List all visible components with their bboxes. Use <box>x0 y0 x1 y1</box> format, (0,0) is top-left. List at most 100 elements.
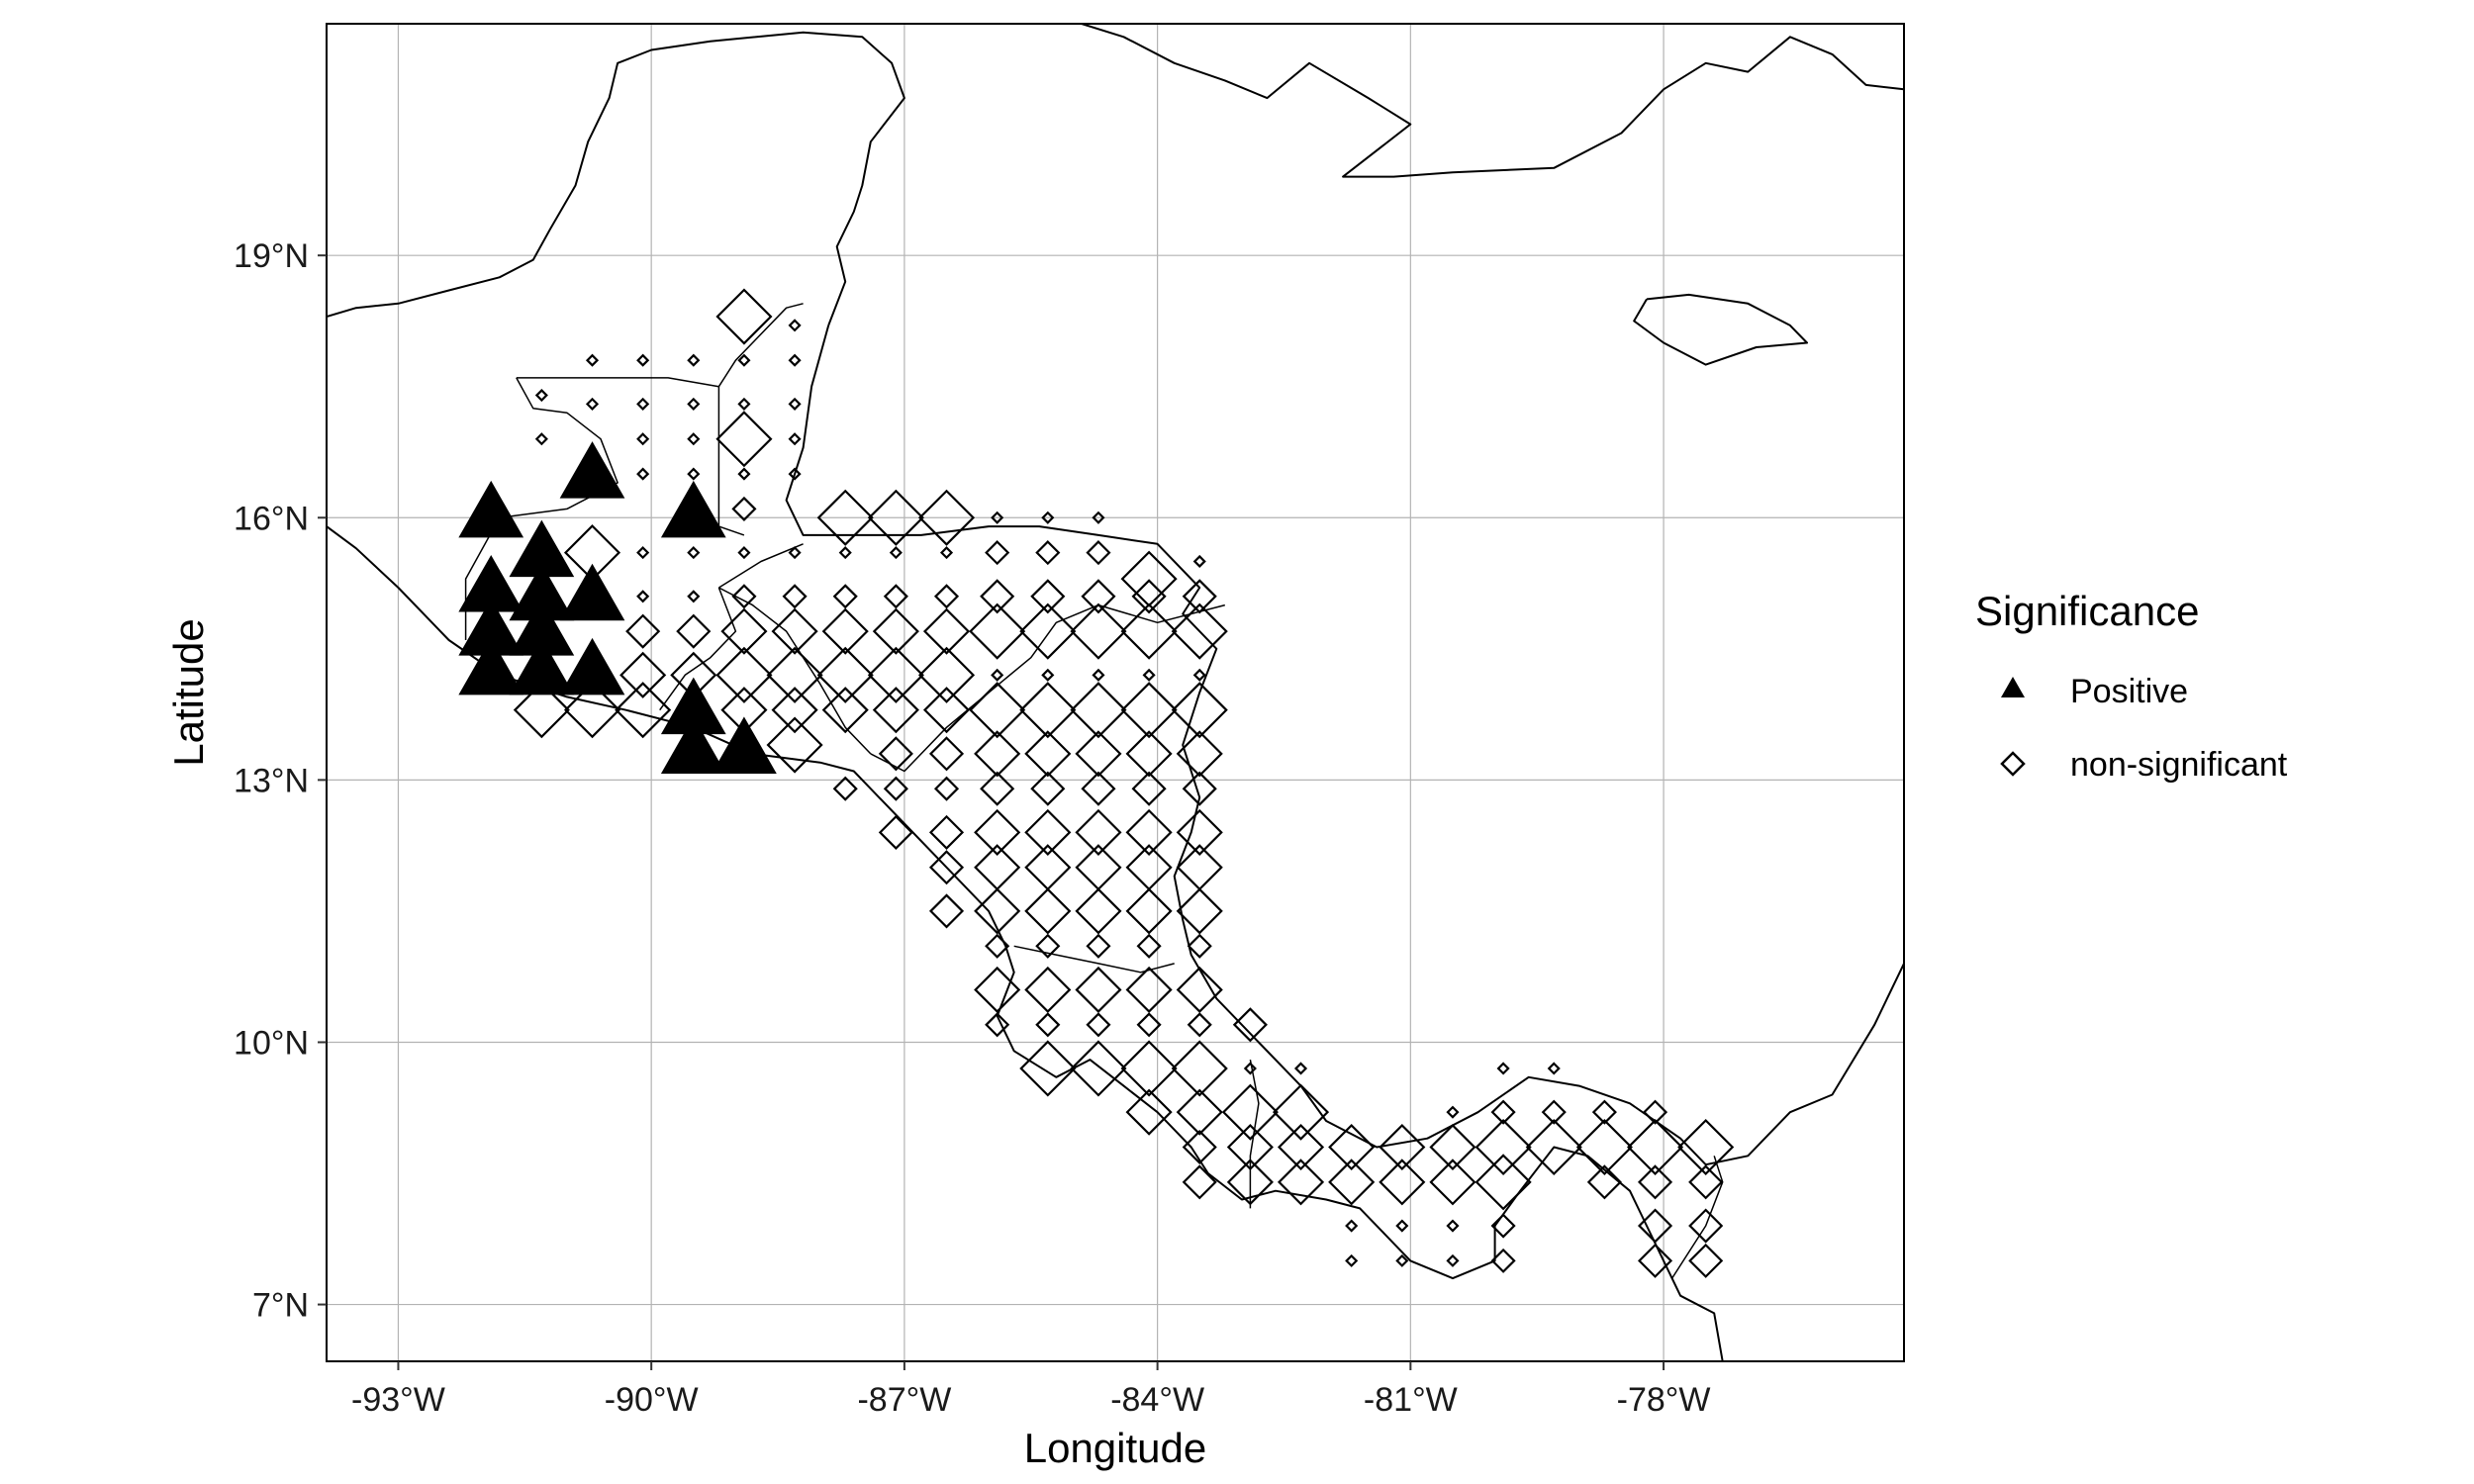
non-significant-point <box>1070 603 1127 660</box>
non-significant-point <box>832 776 858 801</box>
non-significant-point <box>636 546 650 560</box>
non-significant-point <box>1272 1083 1330 1141</box>
non-significant-point <box>1575 1118 1633 1176</box>
non-significant-point <box>1176 730 1223 778</box>
non-significant-point <box>615 682 672 739</box>
coastline <box>785 325 1904 1166</box>
data-markers <box>458 288 1735 1278</box>
non-significant-point <box>1136 933 1162 959</box>
non-significant-point <box>737 397 751 411</box>
coastline <box>327 31 905 326</box>
non-significant-point <box>782 584 808 609</box>
legend-diamond-icon <box>2000 751 2026 777</box>
non-significant-point <box>687 432 701 446</box>
non-significant-point <box>513 682 570 739</box>
positive-point <box>458 480 524 538</box>
non-significant-point <box>1086 540 1111 566</box>
non-significant-point <box>1131 771 1167 806</box>
non-significant-point <box>715 288 773 345</box>
x-tick-label: -81°W <box>1364 1381 1458 1419</box>
non-significant-point <box>969 603 1026 660</box>
non-significant-point <box>1075 730 1122 778</box>
non-significant-point <box>1019 682 1077 739</box>
non-significant-point <box>1176 1088 1223 1136</box>
non-significant-point <box>1642 1099 1668 1125</box>
non-significant-point <box>1677 1118 1735 1176</box>
positive-point <box>559 441 625 499</box>
non-significant-point <box>715 411 773 468</box>
x-axis-title: Longitude <box>1024 1425 1207 1471</box>
non-significant-point <box>1081 579 1116 614</box>
non-significant-point <box>1541 1099 1567 1125</box>
positive-point <box>458 637 524 696</box>
non-significant-point <box>687 353 701 367</box>
non-significant-point <box>889 546 903 560</box>
non-significant-point <box>922 607 971 655</box>
non-significant-point <box>1490 1248 1516 1273</box>
y-axis-title: Latitude <box>165 618 212 766</box>
non-significant-point <box>991 668 1004 682</box>
non-significant-point <box>720 607 768 655</box>
non-significant-point <box>1075 808 1122 856</box>
non-significant-point <box>1221 1083 1279 1141</box>
y-tick-label: 19°N <box>234 237 309 275</box>
non-significant-point <box>1637 1243 1673 1278</box>
non-significant-point <box>1591 1099 1617 1125</box>
non-significant-point <box>985 933 1010 959</box>
non-significant-point <box>1136 1012 1162 1038</box>
non-significant-point <box>788 432 802 446</box>
non-significant-point <box>788 319 802 332</box>
non-significant-point <box>585 397 600 411</box>
non-significant-point <box>687 546 701 560</box>
non-significant-point <box>1041 510 1055 524</box>
non-significant-point <box>878 814 913 850</box>
non-significant-point <box>636 590 650 603</box>
non-significant-point <box>1446 1105 1460 1119</box>
non-significant-point <box>731 584 757 609</box>
positive-point <box>712 716 777 774</box>
non-significant-point <box>1395 1219 1409 1233</box>
non-significant-point <box>676 613 712 649</box>
non-significant-point <box>1490 1213 1516 1239</box>
non-significant-point <box>883 584 908 609</box>
non-significant-point <box>1328 1159 1376 1206</box>
non-significant-point <box>1637 1208 1673 1244</box>
non-significant-point <box>928 814 965 850</box>
non-significant-point <box>687 590 701 603</box>
non-significant-point <box>922 687 971 734</box>
non-significant-point <box>974 808 1021 856</box>
non-significant-point <box>872 607 919 655</box>
non-significant-point <box>933 776 960 801</box>
non-significant-point <box>1496 1062 1510 1075</box>
coastline <box>1081 24 1904 178</box>
non-significant-point <box>625 613 661 649</box>
non-significant-point <box>1125 808 1173 856</box>
non-significant-point <box>1182 1129 1217 1165</box>
non-significant-point <box>771 687 818 734</box>
non-significant-point <box>878 736 913 772</box>
non-significant-point <box>1475 1118 1532 1176</box>
non-significant-point <box>1379 1123 1426 1171</box>
non-significant-point <box>788 546 802 560</box>
non-significant-point <box>933 584 960 609</box>
non-significant-point <box>1182 771 1217 806</box>
non-significant-point <box>1024 808 1072 856</box>
non-significant-point <box>838 546 852 560</box>
non-significant-point <box>816 489 874 546</box>
positive-point <box>660 480 726 538</box>
non-significant-point <box>1429 1159 1476 1206</box>
country-border <box>464 377 618 640</box>
non-significant-point <box>1277 1123 1325 1171</box>
non-significant-point <box>1490 1099 1516 1125</box>
map-boundaries <box>327 24 1904 1361</box>
non-significant-point <box>980 771 1015 806</box>
non-significant-point <box>872 687 919 734</box>
non-significant-point <box>1070 1040 1127 1097</box>
non-significant-point <box>974 966 1021 1014</box>
non-significant-point <box>1041 668 1055 682</box>
non-significant-point <box>534 388 548 403</box>
non-significant-point <box>636 397 650 411</box>
non-significant-point <box>766 716 823 774</box>
non-significant-point <box>867 646 924 703</box>
non-significant-point <box>1035 540 1061 566</box>
